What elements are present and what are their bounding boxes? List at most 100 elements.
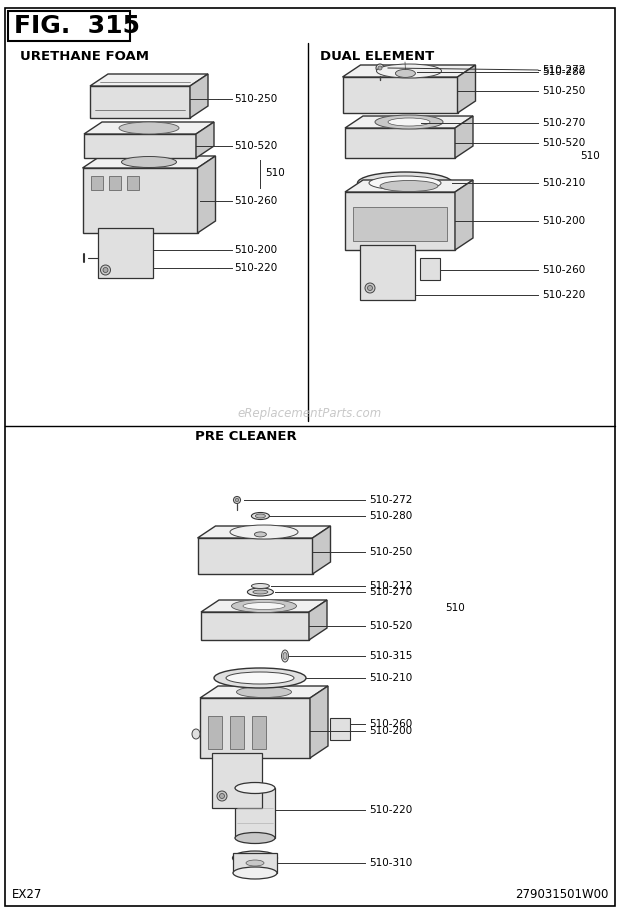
Polygon shape: [312, 526, 330, 574]
Ellipse shape: [226, 672, 294, 684]
Text: 510-260: 510-260: [234, 196, 277, 206]
Ellipse shape: [391, 118, 419, 128]
Text: 510-210: 510-210: [369, 673, 412, 683]
Text: 510-280: 510-280: [369, 511, 412, 521]
Text: 510: 510: [265, 168, 285, 178]
Ellipse shape: [234, 497, 241, 503]
Text: URETHANE FOAM: URETHANE FOAM: [20, 50, 149, 62]
Polygon shape: [198, 538, 312, 574]
Polygon shape: [201, 600, 327, 612]
Bar: [353, 207, 447, 241]
Polygon shape: [455, 180, 473, 250]
Ellipse shape: [247, 588, 273, 596]
Bar: [330, 718, 350, 740]
Bar: [208, 716, 222, 749]
Text: 510-212: 510-212: [369, 581, 412, 591]
Text: 510-280: 510-280: [542, 67, 585, 77]
Polygon shape: [345, 128, 455, 158]
Text: 510-272: 510-272: [369, 495, 412, 505]
Polygon shape: [84, 122, 214, 134]
Text: DUAL ELEMENT: DUAL ELEMENT: [320, 50, 434, 62]
Polygon shape: [82, 156, 216, 168]
Ellipse shape: [119, 122, 179, 134]
Text: 510: 510: [580, 151, 600, 161]
Ellipse shape: [388, 118, 430, 126]
Text: 510-315: 510-315: [369, 651, 412, 661]
Text: 510-260: 510-260: [369, 719, 412, 729]
Ellipse shape: [235, 498, 239, 502]
Ellipse shape: [380, 181, 438, 192]
Bar: [108, 176, 120, 190]
Ellipse shape: [376, 64, 441, 78]
Polygon shape: [200, 698, 310, 758]
Polygon shape: [201, 612, 309, 640]
Ellipse shape: [232, 851, 278, 865]
Polygon shape: [190, 74, 208, 118]
Ellipse shape: [255, 514, 265, 518]
Bar: [233, 853, 277, 873]
Polygon shape: [84, 134, 196, 158]
Ellipse shape: [365, 283, 375, 293]
Ellipse shape: [214, 668, 306, 688]
Polygon shape: [198, 526, 330, 538]
Bar: [8, 11, 130, 41]
Bar: [230, 716, 244, 749]
Polygon shape: [198, 156, 216, 233]
Text: 510-520: 510-520: [542, 138, 585, 148]
Polygon shape: [200, 686, 328, 698]
Text: 510-272: 510-272: [542, 65, 585, 75]
Polygon shape: [342, 77, 458, 113]
Polygon shape: [309, 600, 327, 640]
Text: 510-200: 510-200: [542, 216, 585, 226]
Text: 279031501W00: 279031501W00: [515, 888, 608, 901]
Text: 510-270: 510-270: [542, 118, 585, 128]
Text: 510-220: 510-220: [234, 263, 277, 273]
Text: 510-200: 510-200: [234, 245, 277, 255]
Ellipse shape: [236, 687, 291, 698]
Bar: [360, 245, 415, 300]
Ellipse shape: [243, 602, 285, 610]
Polygon shape: [342, 65, 476, 77]
Ellipse shape: [358, 172, 453, 194]
Ellipse shape: [235, 833, 275, 844]
Ellipse shape: [253, 590, 268, 594]
Ellipse shape: [217, 791, 227, 801]
Polygon shape: [455, 116, 473, 158]
Ellipse shape: [251, 584, 270, 588]
Ellipse shape: [192, 729, 200, 739]
Text: PRE CLEANER: PRE CLEANER: [195, 431, 297, 443]
Polygon shape: [345, 192, 455, 250]
Ellipse shape: [397, 120, 414, 126]
Text: 510-250: 510-250: [369, 547, 412, 557]
Ellipse shape: [283, 653, 287, 659]
Polygon shape: [90, 86, 190, 118]
Polygon shape: [90, 74, 208, 86]
Polygon shape: [345, 116, 473, 128]
Ellipse shape: [376, 64, 384, 72]
Polygon shape: [345, 180, 473, 192]
Ellipse shape: [100, 265, 110, 275]
Text: 510: 510: [445, 603, 465, 613]
Text: 510-250: 510-250: [542, 86, 585, 96]
Ellipse shape: [369, 176, 441, 190]
Ellipse shape: [103, 267, 108, 273]
Ellipse shape: [396, 70, 415, 77]
Ellipse shape: [235, 782, 275, 793]
Polygon shape: [82, 168, 198, 233]
Text: 510-210: 510-210: [542, 178, 585, 188]
Ellipse shape: [230, 525, 298, 539]
Text: 510-520: 510-520: [234, 141, 277, 151]
Text: 510-270: 510-270: [369, 587, 412, 597]
Ellipse shape: [233, 867, 277, 879]
Ellipse shape: [254, 532, 267, 537]
Bar: [97, 228, 153, 278]
Text: FIG.  315: FIG. 315: [14, 14, 140, 38]
Text: 510-220: 510-220: [369, 805, 412, 815]
Ellipse shape: [281, 650, 288, 662]
Bar: [420, 258, 440, 280]
Polygon shape: [310, 686, 328, 758]
Text: eReplacementParts.com: eReplacementParts.com: [238, 407, 382, 420]
Text: 510-310: 510-310: [369, 858, 412, 868]
Ellipse shape: [231, 599, 296, 612]
Ellipse shape: [368, 285, 373, 290]
